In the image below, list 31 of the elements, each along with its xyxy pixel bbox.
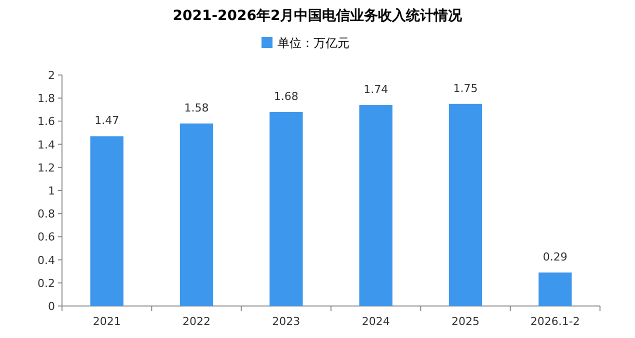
x-tick-label: 2026.1-2: [530, 315, 580, 328]
data-label: 1.75: [453, 82, 478, 95]
bar: [538, 272, 572, 306]
y-tick-label: 1.6: [38, 115, 55, 128]
y-tick-label: 0: [48, 300, 55, 313]
bar: [90, 136, 124, 306]
bar: [180, 124, 214, 306]
data-label: 0.29: [542, 250, 568, 264]
data-label: 1.74: [364, 83, 388, 96]
y-tick-label: 1.4: [38, 138, 55, 152]
y-tick-label: 0.4: [38, 254, 55, 267]
y-tick-label: 0.6: [38, 230, 55, 244]
bar: [448, 104, 482, 306]
y-tick-label: 1: [48, 184, 55, 198]
chart-title: 2021-2026年2月中国电信业务收入统计情况: [172, 7, 464, 24]
data-label: 1.58: [184, 102, 209, 115]
x-tick-label: 2021: [92, 315, 121, 328]
y-tick-label: 1.8: [38, 92, 55, 106]
y-tick-label: 0.8: [38, 208, 55, 221]
x-tick-label: 2025: [452, 315, 480, 328]
bar: [359, 105, 392, 306]
y-tick-label: 0.2: [38, 276, 55, 290]
x-tick-label: 2023: [272, 315, 300, 328]
x-tick-label: 2024: [362, 315, 390, 328]
data-label: 1.47: [94, 114, 120, 128]
y-tick-label: 2: [48, 69, 55, 82]
data-label: 1.68: [274, 90, 298, 103]
y-tick-label: 1.2: [38, 161, 55, 174]
bar: [270, 112, 303, 306]
x-tick-label: 2022: [182, 315, 210, 328]
legend-label: 单位：万亿元: [278, 36, 350, 50]
